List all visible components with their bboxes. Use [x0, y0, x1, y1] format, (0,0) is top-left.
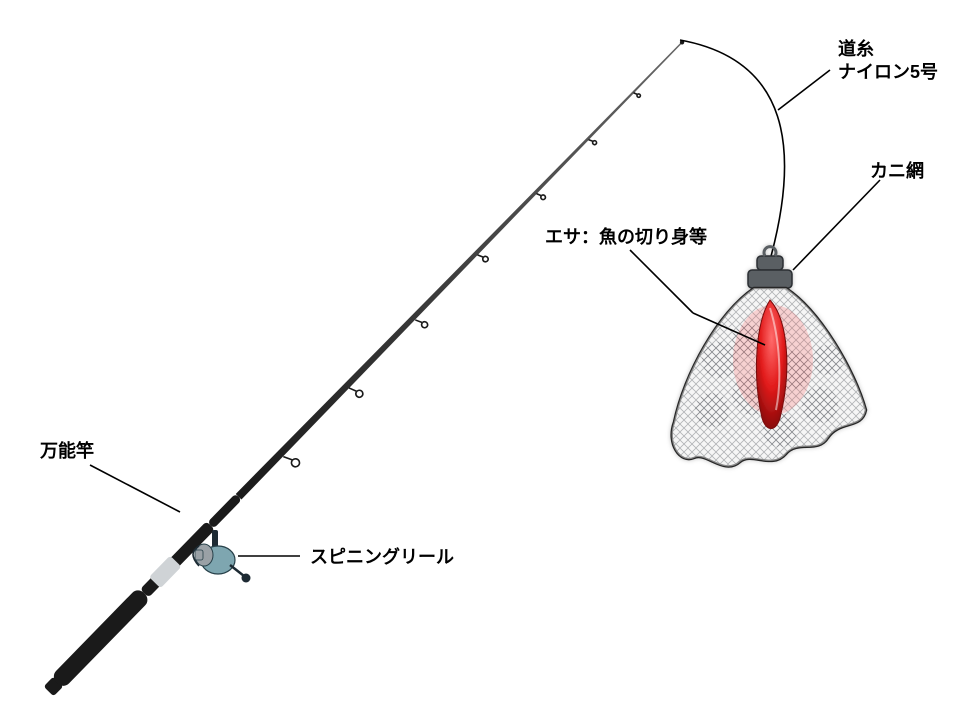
diagram-svg	[0, 0, 976, 720]
label-line: 道糸 ナイロン5号	[838, 38, 938, 83]
crab-net	[672, 247, 866, 467]
label-reel: スピニングリール	[310, 546, 454, 569]
bait	[733, 300, 813, 429]
leader-lines	[90, 70, 880, 556]
label-bait: エサ：魚の切り身等	[545, 226, 707, 249]
label-rod: 万能竿	[40, 440, 94, 463]
label-net: カニ網	[870, 160, 924, 183]
spinning-reel	[193, 530, 251, 583]
fishing-rod	[42, 34, 698, 706]
